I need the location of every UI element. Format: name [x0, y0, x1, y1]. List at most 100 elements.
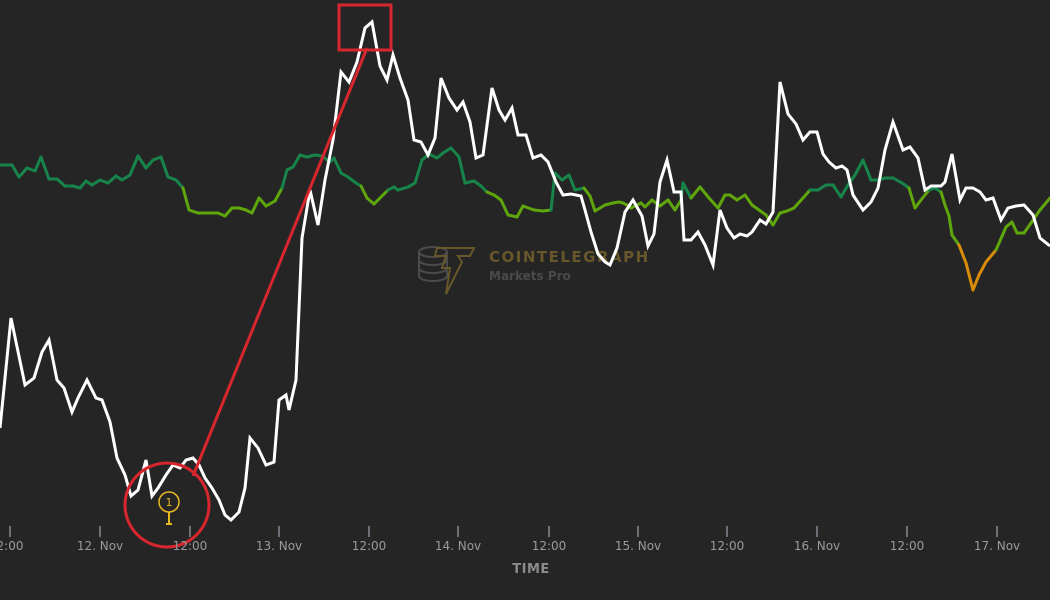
indicator-segment — [1022, 221, 1033, 235]
lightning-t-icon — [433, 247, 476, 295]
indicator-segment — [106, 174, 118, 185]
x-tick-label: 12:00 — [173, 539, 208, 553]
indicator-segment — [735, 193, 747, 202]
indicator-segment — [515, 204, 525, 219]
indicator-segment — [372, 195, 383, 206]
indicator-segment — [666, 198, 677, 212]
indicator-segment — [567, 173, 577, 192]
indicator-segment — [658, 198, 670, 208]
indicator-segment — [994, 225, 1008, 252]
indicator-segment — [136, 154, 148, 170]
x-tick-label: 12. Nov — [77, 539, 123, 553]
indicator-segment — [457, 155, 467, 185]
indicator-segment — [743, 193, 754, 207]
indicator-segment — [128, 154, 140, 177]
watermark-logo: COINTELEGRAPH Markets Pro — [418, 246, 650, 295]
indicator-segment — [17, 166, 29, 179]
indicator-segment — [250, 196, 261, 215]
indicator-segment — [273, 186, 284, 203]
indicator-segment — [280, 168, 289, 190]
indicator-segment — [33, 155, 43, 173]
indicator-segment — [891, 176, 904, 185]
indicator-segment — [441, 146, 453, 155]
indicator-segment — [984, 248, 998, 264]
highlight-circle — [123, 461, 211, 549]
x-tick-label: 15. Nov — [615, 539, 661, 553]
indicator-segment — [582, 186, 592, 198]
indicator-segment — [957, 243, 968, 265]
indicator-segment — [291, 153, 302, 169]
indicator-segment — [532, 208, 545, 213]
indicator-segment — [174, 178, 185, 190]
indicator-segment — [643, 198, 654, 209]
indicator-segment — [977, 260, 988, 277]
indicator-segment — [521, 204, 536, 212]
indicator-segment — [332, 156, 343, 175]
x-tick-label: 12:00 — [352, 539, 387, 553]
indicator-segment — [698, 185, 711, 200]
indicator-segment — [831, 183, 843, 199]
indicator-segment — [681, 181, 693, 200]
x-tick-label: 13. Nov — [256, 539, 302, 553]
price-line — [0, 19, 1050, 523]
indicator-segment — [947, 214, 954, 237]
indicator-segment — [553, 171, 564, 182]
indicator-segment — [181, 186, 191, 212]
indicator-segment — [673, 198, 683, 212]
indicator-segment — [90, 178, 102, 187]
x-tick-label: 2:00 — [0, 539, 23, 553]
x-axis: 2:00 12. Nov 12:00 13. Nov 12:00 14. Nov 12:00… — [0, 526, 1020, 553]
indicator-segment — [964, 261, 975, 292]
highlight-connector-line — [191, 47, 369, 477]
indicator-segment — [144, 158, 155, 170]
indicator-segment — [950, 233, 961, 247]
indicator-segment — [771, 211, 782, 227]
indicator-segment — [593, 203, 607, 213]
x-tick-label: 12:00 — [532, 539, 567, 553]
indicator-segment — [907, 186, 917, 210]
indicator-segment — [346, 175, 358, 185]
indicator-segment — [1029, 208, 1042, 225]
indicator-segment — [499, 198, 510, 217]
indicator-segment — [463, 179, 476, 185]
indicator-segment — [816, 183, 828, 192]
indicator-segment — [939, 190, 947, 207]
indicator-segment — [396, 185, 410, 192]
indicator-segment — [801, 188, 812, 200]
x-tick-label: 12:00 — [890, 539, 925, 553]
indicator-segment — [506, 213, 519, 219]
watermark-brand: COINTELEGRAPH — [489, 248, 650, 266]
indicator-segment — [379, 188, 390, 199]
indicator-segment — [913, 198, 923, 210]
x-tick-label: 12:00 — [710, 539, 745, 553]
indicator-segment — [223, 206, 234, 218]
indicator-segment — [689, 185, 702, 200]
indicator-segment — [716, 193, 727, 210]
indicator-segment — [120, 173, 132, 182]
price-series-path — [0, 19, 1050, 523]
indicator-segment — [187, 208, 200, 215]
indicator-segment — [707, 196, 720, 210]
indicator-segment — [853, 158, 865, 177]
indicator-segment — [39, 155, 51, 181]
event-flag-label: 1 — [166, 496, 173, 509]
indicator-segment — [573, 186, 586, 192]
indicator-segment — [943, 203, 951, 218]
x-tick-label: 16. Nov — [794, 539, 840, 553]
indicator-segment — [1038, 196, 1050, 212]
indicator-segment — [159, 155, 170, 179]
indicator-segment — [919, 188, 931, 202]
indicator-segment — [971, 273, 981, 292]
indicator-segment — [1010, 220, 1019, 235]
indicator-segment — [78, 179, 88, 190]
x-tick-label: 14. Nov — [435, 539, 481, 553]
indicator-segment — [839, 183, 850, 199]
highlight-box — [337, 3, 393, 52]
indicator-segment — [588, 194, 597, 213]
indicator-segment — [10, 163, 21, 179]
indicator-segment — [264, 199, 277, 208]
event-flag-icon[interactable]: 1 — [158, 491, 180, 525]
